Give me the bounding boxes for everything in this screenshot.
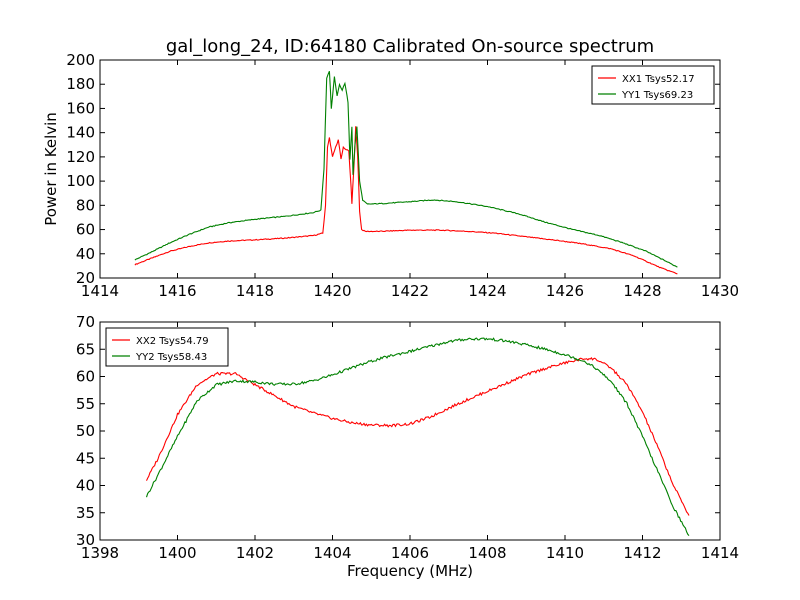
x-tick-label: 1412 [623, 544, 661, 562]
series-line-yy2 [145, 337, 690, 536]
y-tick-label: 100 [66, 172, 95, 190]
figure-title: gal_long_24, ID:64180 Calibrated On-sour… [166, 36, 654, 57]
x-tick-label: 1414 [701, 544, 739, 562]
y-tick-label: 60 [76, 221, 95, 239]
x-tick-label: 1414 [81, 282, 119, 300]
y-tick-label: 45 [76, 449, 95, 467]
y-tick-label: 20 [76, 269, 95, 287]
x-tick-label: 1426 [546, 282, 584, 300]
legend-box [105, 327, 229, 367]
x-tick-label: 1416 [158, 282, 196, 300]
y-tick-label: 40 [76, 477, 95, 495]
y-tick-label: 160 [66, 99, 95, 117]
bottom-panel: 1398 1400 1402 1404 1406 1408 1410 1412 1414 30 35… [76, 313, 739, 580]
legend-entry: XX1 Tsys52.17 [622, 74, 695, 85]
y-tick-label: 180 [66, 75, 95, 93]
y-tick-label: 40 [76, 245, 95, 263]
x-tick-label: 1418 [236, 282, 274, 300]
y-tick-label: 65 [76, 340, 95, 358]
y-tick-label: 80 [76, 196, 95, 214]
x-tick-label: 1404 [313, 544, 351, 562]
y-tick-label: 50 [76, 422, 95, 440]
legend-entry: YY2 Tsys58.43 [135, 352, 207, 363]
y-tick-label: 70 [76, 313, 95, 331]
series-line-yy1 [134, 70, 678, 268]
x-tick-label: 1406 [391, 544, 429, 562]
series-line-xx1 [134, 126, 678, 275]
legend-entry: XX2 Tsys54.79 [136, 336, 209, 347]
x-tick-label: 1420 [313, 282, 351, 300]
y-axis-label: Power in Kelvin [42, 112, 60, 226]
x-tick-label: 1424 [468, 282, 506, 300]
y-tick-label: 60 [76, 368, 95, 386]
legend-box [591, 65, 715, 105]
top-panel: 1414 1416 1418 1420 1422 1424 1426 1428 1430 20 40… [42, 51, 739, 300]
x-tick-label: 1408 [468, 544, 506, 562]
y-tick-label: 35 [76, 504, 95, 522]
legend: XX1 Tsys52.17 YY1 Tsys69.23 [591, 65, 715, 105]
y-tick-label: 30 [76, 531, 95, 549]
y-tick-label: 55 [76, 395, 95, 413]
series-line-xx2 [146, 357, 690, 516]
x-axis-label: Frequency (MHz) [347, 562, 473, 580]
x-tick-label: 1430 [701, 282, 739, 300]
x-tick-label: 1400 [158, 544, 196, 562]
y-tick-label: 120 [66, 148, 95, 166]
x-tick-label: 1398 [81, 544, 119, 562]
legend-entry: YY1 Tsys69.23 [621, 90, 693, 101]
y-tick-label: 200 [66, 51, 95, 69]
legend: XX2 Tsys54.79 YY2 Tsys58.43 [105, 327, 229, 367]
x-tick-label: 1402 [236, 544, 274, 562]
x-tick-label: 1428 [623, 282, 661, 300]
x-tick-label: 1422 [391, 282, 429, 300]
y-tick-label: 140 [66, 124, 95, 142]
x-tick-label: 1410 [546, 544, 584, 562]
